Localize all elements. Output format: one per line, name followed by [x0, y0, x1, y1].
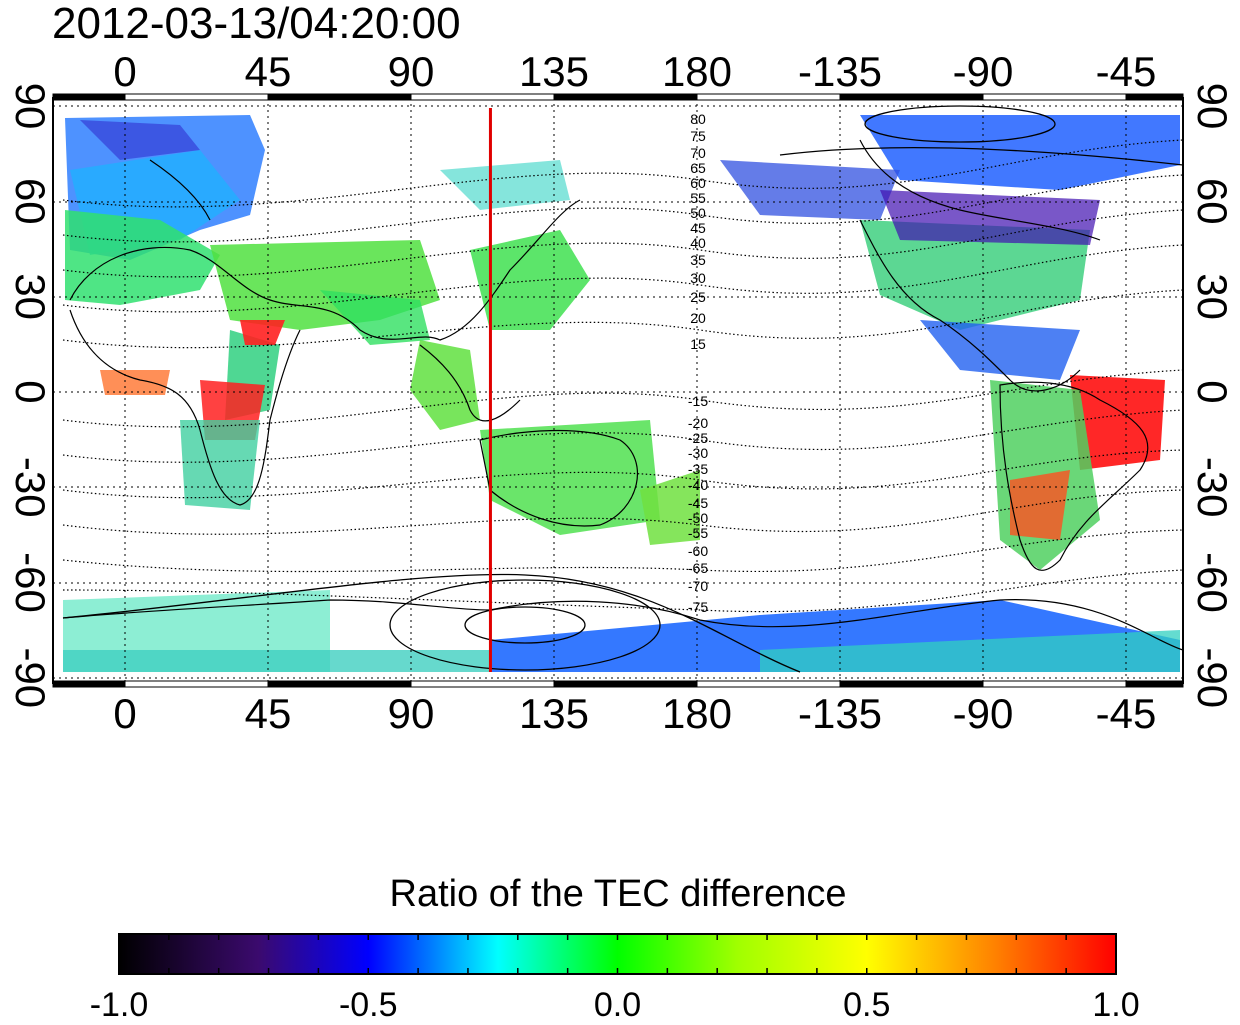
contour-value-label: 15: [690, 336, 706, 352]
longitude-tick-label: -45: [1096, 690, 1157, 737]
contour-value-label: -75: [688, 599, 708, 615]
contour-value-label: -20: [688, 415, 708, 431]
bottom-longitude-labels: 0 45 90 135 180 -135 -90 -45: [113, 690, 1156, 737]
contour-value-label: 70: [690, 145, 706, 161]
left-latitude-labels: 90 60 30 0 -30 -60 -90: [7, 83, 54, 709]
scalebar-segment: [696, 680, 841, 688]
contour-value-label: -65: [688, 560, 708, 576]
latitude-tick-label: 30: [1189, 273, 1236, 320]
colorbar-title: Ratio of the TEC difference: [389, 873, 847, 915]
contour-value-label: -25: [688, 430, 708, 446]
contour-value-label: 25: [690, 289, 706, 305]
graticule-grid: [53, 98, 1183, 683]
colorbar-ticks: [168, 934, 1067, 974]
latitude-tick-label: -90: [7, 647, 54, 708]
contour-value-label: 35: [690, 252, 706, 268]
longitude-tick-label: 180: [662, 48, 732, 95]
contour-value-label: 45: [690, 220, 706, 236]
map-timestamp-title: 2012-03-13/04:20:00: [52, 0, 461, 48]
latitude-tick-label: 0: [1189, 380, 1236, 403]
longitude-tick-label: -90: [953, 690, 1014, 737]
right-latitude-labels: 90 60 30 0 -30 -60 -90: [1189, 83, 1236, 709]
latitude-tick-label: 0: [7, 380, 54, 403]
geomagnetic-contours: [62, 139, 1183, 613]
colorbar-tick-label: 0.0: [593, 986, 642, 1024]
scalebar-segment: [410, 680, 555, 688]
longitude-tick-label: 180: [662, 690, 732, 737]
south-contour-labels: -15 -20-25-30-35-40 -45-50-55 -60-65 -70 -75: [688, 393, 708, 615]
scalebar-segment: [124, 680, 269, 688]
longitude-tick-label: 90: [388, 48, 435, 95]
longitude-tick-label: -45: [1096, 48, 1157, 95]
scalebar-segment: [1125, 680, 1184, 688]
scalebar-segment: [553, 680, 698, 688]
latitude-tick-label: -60: [1189, 552, 1236, 613]
latitude-tick-label: 60: [7, 178, 54, 225]
contour-value-label: -45: [688, 495, 708, 511]
longitude-tick-label: 45: [245, 48, 292, 95]
scalebar-segment: [982, 680, 1127, 688]
contour-value-label: -15: [688, 393, 708, 409]
longitude-tick-label: 0: [113, 690, 136, 737]
latitude-tick-label: 30: [7, 273, 54, 320]
contour-value-label: 75: [690, 128, 706, 144]
scalebar-segment: [1125, 93, 1184, 101]
contour-value-label: 80: [690, 111, 706, 127]
scalebar-segment: [267, 680, 412, 688]
longitude-tick-label: 45: [245, 690, 292, 737]
longitude-tick-label: -135: [798, 48, 882, 95]
top-longitude-labels: 0 45 90 135 180 -135 -90 -45: [113, 48, 1156, 95]
colorbar: [118, 933, 1117, 975]
contour-value-label: 20: [690, 310, 706, 326]
coastlines: [62, 139, 1183, 651]
latitude-tick-label: -30: [1189, 457, 1236, 518]
contour-value-label: -60: [688, 543, 708, 559]
latitude-tick-label: -60: [7, 552, 54, 613]
longitude-tick-label: 135: [519, 48, 589, 95]
latitude-tick-label: 90: [1189, 83, 1236, 130]
geomagnetic-contours-solid: [62, 105, 1183, 673]
contour-value-label: -40: [688, 477, 708, 493]
longitude-tick-label: -135: [798, 690, 882, 737]
contour-value-label: 55: [690, 190, 706, 206]
colorbar-tick-label: -0.5: [338, 986, 398, 1024]
contour-value-label: -35: [688, 461, 708, 477]
bottom-axis-scalebar: [52, 680, 1184, 688]
contour-value-label: -50: [688, 510, 708, 526]
longitude-tick-label: -90: [953, 48, 1014, 95]
tec-data-patches: [63, 115, 1180, 672]
longitude-tick-label: 135: [519, 690, 589, 737]
latitude-tick-label: -30: [7, 457, 54, 518]
top-axis-scalebar: [52, 93, 1184, 101]
contour-value-label: -70: [688, 578, 708, 594]
contour-value-label: 60: [690, 175, 706, 191]
colorbar-tick-label: 0.5: [843, 986, 891, 1024]
contour-value-label: -30: [688, 445, 708, 461]
contour-value-label: 50: [690, 205, 706, 221]
contour-value-label: 65: [690, 160, 706, 176]
latitude-tick-label: 90: [7, 83, 54, 130]
contour-value-label: 30: [690, 270, 706, 286]
scalebar-segment: [52, 680, 126, 688]
colorbar-tick-label: -1.0: [89, 986, 149, 1024]
contour-value-label: 40: [690, 235, 706, 251]
latitude-tick-label: -90: [1189, 647, 1236, 708]
latitude-tick-label: 60: [1189, 178, 1236, 225]
contour-value-label: -55: [688, 525, 708, 541]
scalebar-segment: [839, 680, 984, 688]
longitude-tick-label: 0: [113, 48, 136, 95]
longitude-tick-label: 90: [388, 690, 435, 737]
colorbar-tick-label: 1.0: [1092, 986, 1140, 1024]
